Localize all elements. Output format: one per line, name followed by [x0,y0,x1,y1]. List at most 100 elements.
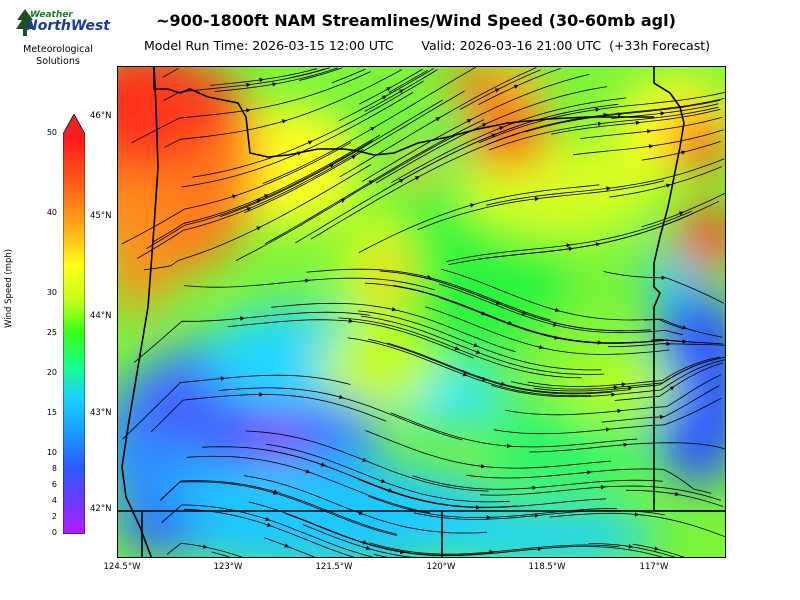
streamline-arrow [499,126,504,131]
lon-label: 124.5°W [103,562,141,572]
streamline-arrow [611,392,616,397]
colorbar-tick-label: 50 [46,128,57,137]
streamline-arrow [246,82,251,88]
lon-label: 117°W [639,562,669,572]
streamline [183,508,355,557]
streamline-arrow [338,394,344,399]
streamline [373,553,388,557]
streamline-arrow [635,120,641,125]
streamline [210,68,318,86]
streamline-arrow [240,316,245,321]
streamline-arrow [272,82,277,87]
colorbar-label: Wind Speed (mph) [4,248,14,328]
streamline [285,513,531,556]
streamline [580,116,723,139]
streamline-arrow [617,112,623,117]
streamline-arrow [537,546,543,551]
streamline-arrow [660,111,666,116]
streamline-arrow [674,491,680,497]
streamline-arrow [534,513,540,518]
colorbar-tick-label: 6 [51,480,57,489]
streamline-arrow [266,522,272,527]
streamline-arrow [605,427,611,432]
logo-tagline-line2: Solutions [36,56,80,67]
lat-label: 46°N [90,111,112,121]
state-borders [118,67,725,557]
colorbar-tick-label: 0 [51,528,57,537]
streamline-arrow [679,211,684,216]
streamline-arrow [681,150,686,155]
streamline [131,71,371,144]
streamline-arrow [595,107,601,112]
streamline-arrow [391,307,397,312]
streamline-arrow [506,443,512,449]
streamline-arrow [597,121,603,127]
streamline [262,67,477,184]
streamline-arrow [320,462,326,467]
streamline-arrow [486,515,492,520]
streamline-arrow [305,469,311,474]
streamline-arrow [473,343,479,348]
streamline-arrow [365,545,371,551]
streamline-arrow [480,464,486,469]
streamline-arrow [305,278,310,283]
streamline [603,271,724,304]
streamline-arrow [539,345,544,350]
streamline [491,359,725,398]
streamline-arrow [682,325,688,330]
colorbar-tick-label: 4 [51,496,57,505]
streamline-arrow [256,199,262,204]
streamline-arrow [351,155,357,160]
streamline-arrow [220,376,226,381]
lat-label: 44°N [90,311,112,321]
streamline-arrow [513,84,519,89]
streamline-arrow [475,349,481,354]
streamline-arrow [553,322,558,327]
streamline-arrow [634,512,640,517]
streamline-arrow [666,341,671,346]
streamline [572,129,724,156]
streamline [306,268,551,321]
streamline-arrow [494,88,500,93]
streamline [152,134,381,243]
streamline-arrow [259,392,264,397]
wind-speed-colorbar [63,114,85,534]
streamline-arrow [281,119,287,124]
streamline-arrow [284,543,290,548]
streamlines-layer [121,67,725,557]
streamline-arrow [256,226,262,231]
streamline [186,455,430,514]
streamline-arrow [381,95,387,100]
colorbar-tick-label: 8 [51,464,57,473]
streamline-arrow [259,77,265,83]
streamline [243,475,488,534]
streamline [271,302,516,353]
streamline [391,97,627,184]
streamline [412,475,663,490]
colorbar-tick-label: 15 [46,408,57,417]
streamline-arrow [666,183,671,188]
streamline-arrow [617,408,623,414]
streamline [331,68,366,84]
streamline-arrow [507,320,513,325]
streamline-arrow [628,385,633,391]
streamline-arrow [368,180,374,185]
streamline-arrow [362,457,368,462]
streamline-arrow [246,108,251,113]
streamline-arrow [246,207,252,212]
lon-label: 120°W [426,562,456,572]
streamline-arrow [623,442,629,447]
streamline-arrow [272,490,278,495]
streamline [166,542,243,557]
streamline [421,69,438,80]
streamline-arrow [587,470,592,475]
streamline-arrow [400,549,405,554]
logo-word-northwest: NorthWest [26,18,110,34]
streamline [299,67,343,81]
streamline [383,103,619,191]
streamline [643,318,723,338]
logo-word-weather: Weather [30,10,73,20]
colorbar-tick-label: 20 [46,368,57,377]
streamline-arrow [554,307,560,312]
streamline-arrow [595,242,601,247]
